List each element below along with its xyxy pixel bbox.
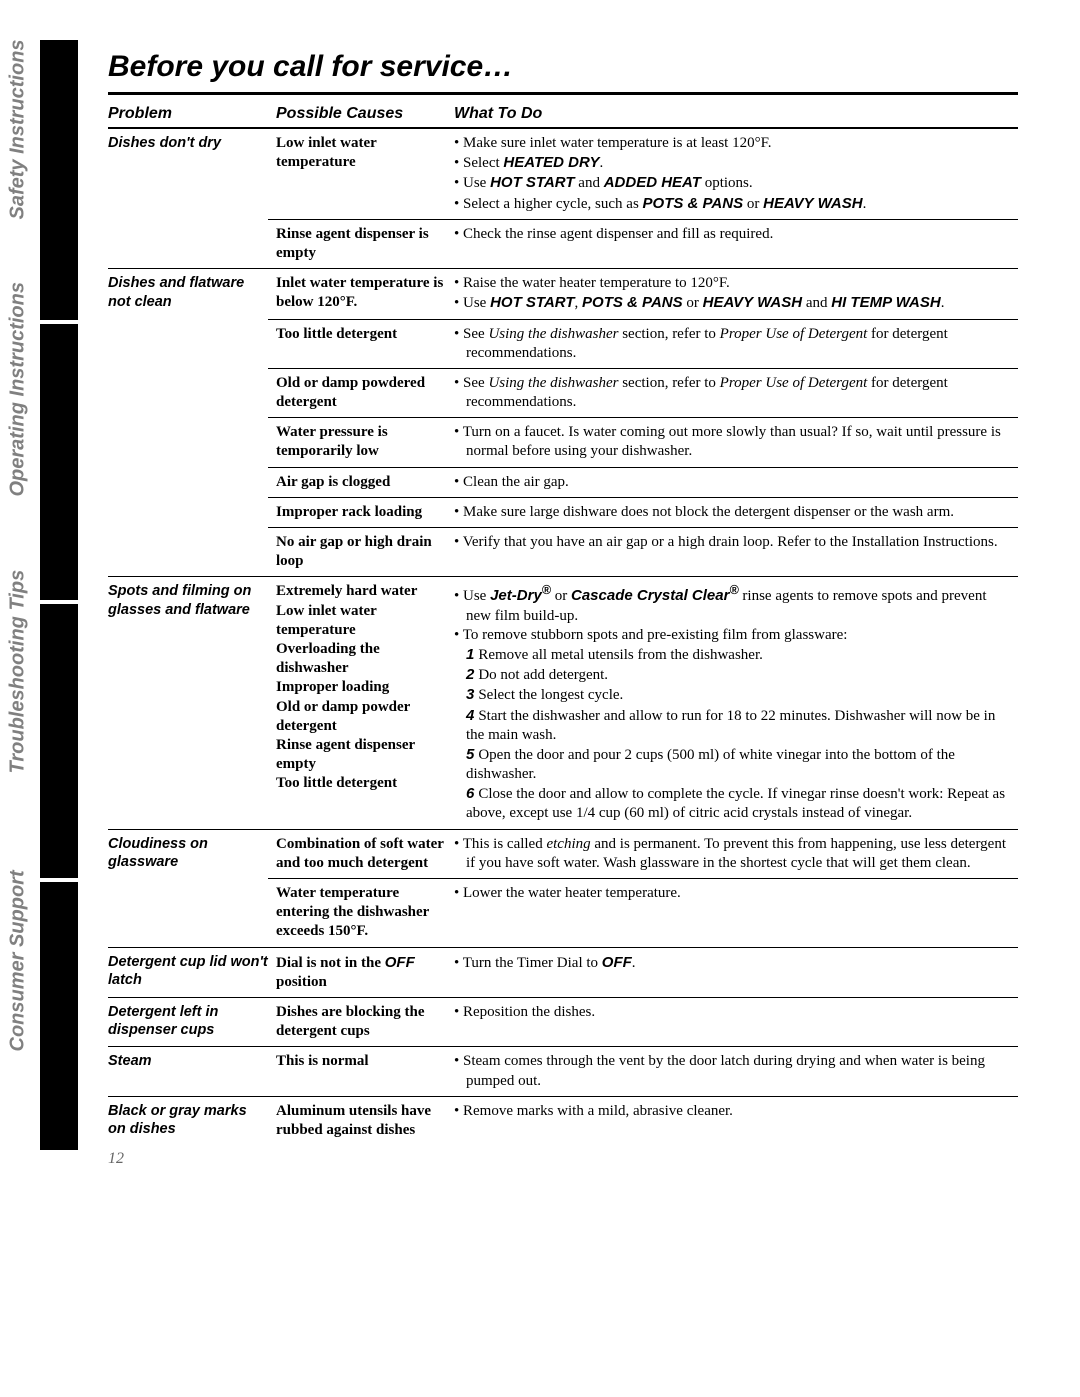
cause-cell: No air gap or high drain loop — [276, 530, 454, 574]
table-row: SteamThis is normalSteam comes through t… — [108, 1049, 1018, 1093]
cause-cell: Inlet water temperature is below 120°F. — [276, 271, 454, 316]
problem-cell: Dishes and flatware not clean — [108, 271, 276, 316]
cause-cell: Improper rack loading — [276, 500, 454, 525]
page-content: Before you call for service… Problem Pos… — [108, 50, 1018, 1143]
tab-safety: Safety Instructions — [7, 160, 30, 220]
problem-cell — [108, 371, 276, 415]
cause-cell: Rinse agent dispenser is empty — [276, 222, 454, 266]
table-row: Improper rack loadingMake sure large dis… — [108, 500, 1018, 525]
tab-consumer-support: Consumer Support — [7, 992, 30, 1052]
tab-troubleshooting: Troubleshooting Tips — [7, 714, 30, 774]
problem-cell: Black or gray marks on dishes — [108, 1099, 276, 1143]
problem-cell — [108, 322, 276, 366]
tab-operating: Operating Instructions — [7, 437, 30, 497]
problem-cell — [108, 500, 276, 525]
problem-cell — [108, 470, 276, 495]
action-cell: See Using the dishwasher section, refer … — [454, 322, 1018, 366]
action-cell: Lower the water heater temperature. — [454, 881, 1018, 945]
table-row: Air gap is cloggedClean the air gap. — [108, 470, 1018, 495]
table-row: No air gap or high drain loopVerify that… — [108, 530, 1018, 574]
problem-cell — [108, 530, 276, 574]
table-row: Water pressure is temporarily lowTurn on… — [108, 420, 1018, 464]
table-row: Too little detergentSee Using the dishwa… — [108, 322, 1018, 366]
action-cell: Verify that you have an air gap or a hig… — [454, 530, 1018, 574]
action-cell: Check the rinse agent dispenser and fill… — [454, 222, 1018, 266]
problem-cell: Detergent cup lid won't latch — [108, 950, 276, 995]
problem-cell — [108, 881, 276, 945]
cause-cell: Combination of soft water and too much d… — [276, 832, 454, 876]
action-cell: Use Jet-Dry® or Cascade Crystal Clear® r… — [454, 579, 1018, 826]
table-body: Dishes don't dryLow inlet water temperat… — [108, 131, 1018, 1143]
table-row: Old or damp powdered detergentSee Using … — [108, 371, 1018, 415]
header-problem: Problem — [108, 101, 276, 127]
action-cell: Remove marks with a mild, abrasive clean… — [454, 1099, 1018, 1143]
troubleshooting-table: Problem Possible Causes What To Do Dishe… — [108, 101, 1018, 1143]
cause-cell: Extremely hard waterLow inlet water temp… — [276, 579, 454, 826]
problem-cell — [108, 420, 276, 464]
table-row: Spots and filming on glasses and flatwar… — [108, 579, 1018, 826]
action-cell: This is called etching and is permanent.… — [454, 832, 1018, 876]
cause-cell: Too little detergent — [276, 322, 454, 366]
action-cell: Reposition the dishes. — [454, 1000, 1018, 1044]
problem-cell — [108, 222, 276, 266]
cause-cell: Old or damp powdered detergent — [276, 371, 454, 415]
action-cell: Make sure large dishware does not block … — [454, 500, 1018, 525]
problem-cell: Cloudiness on glassware — [108, 832, 276, 876]
cause-cell: Low inlet water temperature — [276, 131, 454, 217]
header-whattodo: What To Do — [454, 101, 1018, 127]
problem-cell: Steam — [108, 1049, 276, 1093]
action-cell: Turn on a faucet. Is water coming out mo… — [454, 420, 1018, 464]
cause-cell: Dishes are blocking the detergent cups — [276, 1000, 454, 1044]
cause-cell: Water temperature entering the dishwashe… — [276, 881, 454, 945]
table-row: Cloudiness on glasswareCombination of so… — [108, 832, 1018, 876]
cause-cell: Aluminum utensils have rubbed against di… — [276, 1099, 454, 1143]
problem-cell: Spots and filming on glasses and flatwar… — [108, 579, 276, 826]
header-causes: Possible Causes — [276, 101, 454, 127]
action-cell: Raise the water heater temperature to 12… — [454, 271, 1018, 316]
table-row: Black or gray marks on dishesAluminum ut… — [108, 1099, 1018, 1143]
action-cell: Steam comes through the vent by the door… — [454, 1049, 1018, 1093]
table-row: Detergent left in dispenser cupsDishes a… — [108, 1000, 1018, 1044]
cause-cell: Air gap is clogged — [276, 470, 454, 495]
action-cell: Make sure inlet water temperature is at … — [454, 131, 1018, 217]
table-row: Rinse agent dispenser is emptyCheck the … — [108, 222, 1018, 266]
action-cell: Clean the air gap. — [454, 470, 1018, 495]
sidebar-tabs: Safety Instructions Operating Instructio… — [0, 40, 40, 1150]
problem-cell: Detergent left in dispenser cups — [108, 1000, 276, 1044]
action-cell: See Using the dishwasher section, refer … — [454, 371, 1018, 415]
table-row: Dishes don't dryLow inlet water temperat… — [108, 131, 1018, 217]
cause-cell: This is normal — [276, 1049, 454, 1093]
sidebar-black-bar — [40, 40, 78, 1150]
problem-cell: Dishes don't dry — [108, 131, 276, 217]
cause-cell: Water pressure is temporarily low — [276, 420, 454, 464]
page-number: 12 — [108, 1150, 124, 1168]
table-row: Dishes and flatware not cleanInlet water… — [108, 271, 1018, 316]
action-cell: Turn the Timer Dial to OFF. — [454, 950, 1018, 995]
page-title: Before you call for service… — [108, 50, 1018, 84]
title-rule — [108, 92, 1018, 95]
cause-cell: Dial is not in the OFF position — [276, 950, 454, 995]
table-row: Detergent cup lid won't latchDial is not… — [108, 950, 1018, 995]
table-row: Water temperature entering the dishwashe… — [108, 881, 1018, 945]
